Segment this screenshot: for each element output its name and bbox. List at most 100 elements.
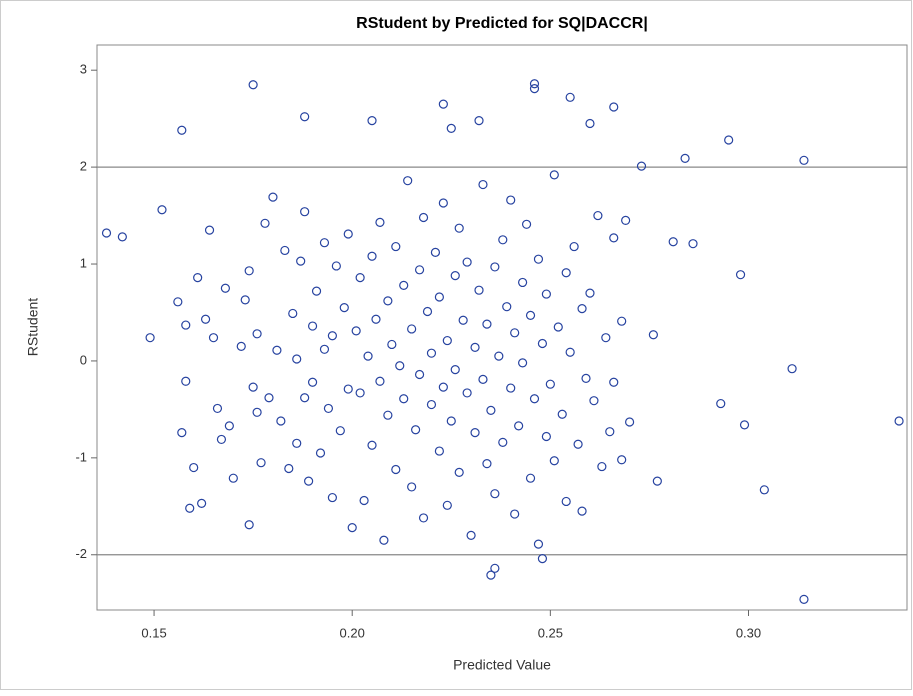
point xyxy=(244,520,254,530)
point xyxy=(343,384,353,394)
point xyxy=(557,409,567,419)
y-tick-label: 0 xyxy=(80,352,87,367)
point xyxy=(601,333,611,343)
point xyxy=(545,379,555,389)
point xyxy=(470,342,480,352)
y-tick-label: 3 xyxy=(80,62,87,77)
point xyxy=(537,338,548,349)
point xyxy=(399,280,409,290)
point xyxy=(181,320,191,330)
point xyxy=(605,427,615,437)
point xyxy=(585,288,595,298)
point xyxy=(510,328,520,338)
point xyxy=(426,399,437,410)
point xyxy=(307,377,318,387)
point xyxy=(193,272,203,283)
point xyxy=(541,289,551,299)
y-tick-label: -2 xyxy=(75,546,87,561)
point xyxy=(375,376,385,386)
point xyxy=(422,306,433,317)
point xyxy=(438,99,448,109)
y-tick-label: -1 xyxy=(75,449,87,464)
point xyxy=(514,421,524,431)
point xyxy=(292,354,302,364)
point xyxy=(335,426,345,436)
point xyxy=(529,79,540,89)
point xyxy=(208,333,219,343)
point xyxy=(442,500,452,510)
point xyxy=(359,495,369,506)
point xyxy=(490,563,500,573)
point xyxy=(668,237,678,247)
point xyxy=(454,467,464,477)
point xyxy=(894,416,904,426)
point xyxy=(498,437,508,447)
point xyxy=(787,364,797,374)
point xyxy=(434,292,444,302)
point xyxy=(482,319,492,329)
point xyxy=(617,455,627,465)
point xyxy=(327,492,337,503)
point xyxy=(759,485,769,495)
point xyxy=(276,416,286,426)
point xyxy=(486,405,496,415)
point xyxy=(252,407,262,417)
point xyxy=(648,330,658,340)
point xyxy=(533,539,544,549)
point xyxy=(716,398,726,409)
point xyxy=(311,286,322,296)
point xyxy=(244,266,254,276)
point xyxy=(458,315,468,325)
point xyxy=(609,233,619,243)
point xyxy=(300,207,310,217)
point xyxy=(367,115,377,126)
point xyxy=(395,361,405,371)
point xyxy=(462,388,472,398)
point xyxy=(327,331,337,341)
point xyxy=(197,498,207,508)
x-tick-label: 0.20 xyxy=(340,625,365,640)
point xyxy=(494,351,504,361)
point xyxy=(573,439,583,449)
point xyxy=(407,324,417,334)
point xyxy=(355,272,365,283)
point xyxy=(260,218,270,228)
point xyxy=(565,92,575,102)
point xyxy=(307,321,318,331)
point xyxy=(569,241,579,252)
point xyxy=(319,344,330,354)
point xyxy=(252,329,262,339)
point xyxy=(101,228,112,238)
point xyxy=(296,256,306,266)
point xyxy=(680,153,690,163)
point xyxy=(735,270,746,280)
point xyxy=(577,304,587,314)
point xyxy=(220,283,230,293)
point xyxy=(724,135,734,145)
point xyxy=(248,80,258,90)
point xyxy=(490,489,500,499)
point xyxy=(581,373,591,383)
point xyxy=(593,210,603,221)
point xyxy=(403,176,413,186)
point xyxy=(454,223,464,233)
point xyxy=(652,476,662,486)
point xyxy=(525,473,536,483)
point xyxy=(418,212,429,223)
point xyxy=(177,428,187,438)
point xyxy=(506,195,516,205)
point xyxy=(228,473,238,483)
point xyxy=(343,229,353,239)
point xyxy=(300,112,310,122)
point xyxy=(248,382,258,392)
point xyxy=(351,326,361,336)
point xyxy=(204,225,215,235)
point xyxy=(434,446,444,456)
point xyxy=(288,308,298,319)
point xyxy=(272,345,282,355)
point xyxy=(502,302,512,312)
point xyxy=(482,459,492,469)
point xyxy=(355,388,365,398)
point xyxy=(284,463,294,474)
point xyxy=(470,428,480,438)
